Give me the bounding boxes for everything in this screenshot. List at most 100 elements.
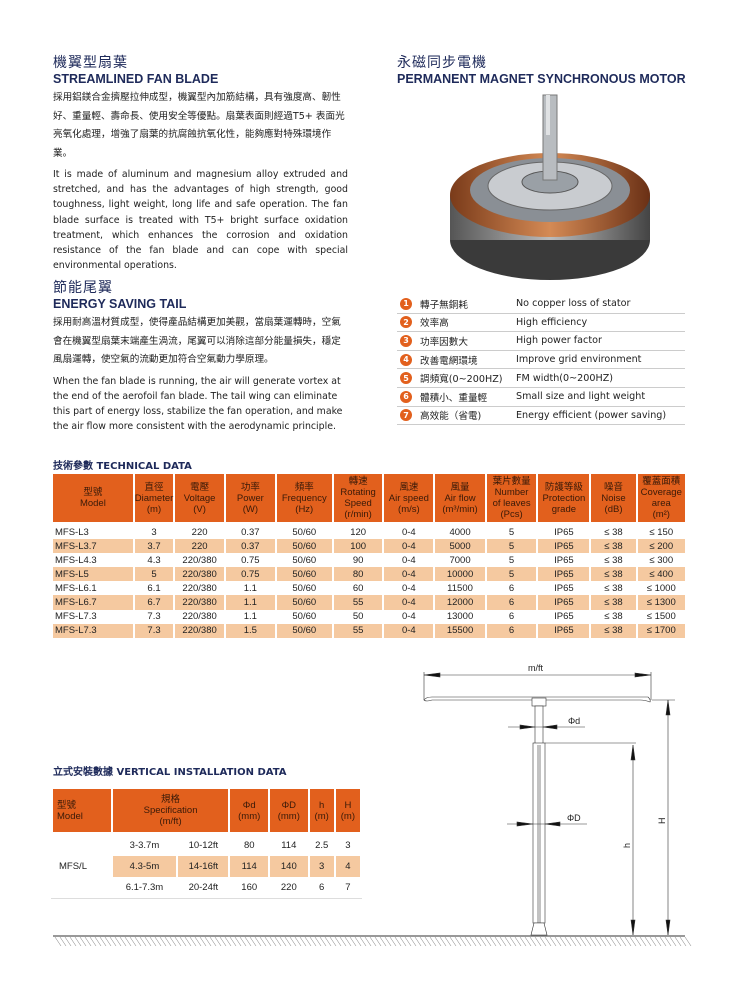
table-cell: 50/60 (276, 623, 332, 638)
tail-section: 節能尾翼 ENERGY SAVING TAIL 採用耐高溫材質成型，使得產品結構… (53, 277, 348, 434)
table-cell: 220 (191, 526, 208, 538)
table-cell: 6.7 (134, 595, 174, 610)
blade-title-en: STREAMLINED FAN BLADE (53, 72, 219, 86)
column-header: 風量 Air flow (m³/min) (435, 474, 485, 525)
column-header: 轉速 Rotating Speed (r/min) (333, 474, 383, 525)
table-row: MFS-L3 3 220 0.37 50/60 120 0-4 4000 5 IP65 ≤ 38 ≤ … (53, 525, 685, 539)
table-cell: 2.5 (315, 840, 329, 851)
tech-title-en: TECHNICAL DATA (96, 461, 192, 472)
table-cell: 50 (352, 611, 364, 623)
table-cell: ≤ 38 (591, 623, 636, 638)
column-header: 型號 Model (53, 789, 111, 835)
column-header: 風速 Air speed (m/s) (384, 474, 434, 525)
column-header: 覆蓋面積 Coverage area (m²) (637, 474, 685, 525)
table-cell: 90 (352, 554, 364, 566)
table-cell: 114 (230, 856, 269, 877)
table-cell: 7.3 (147, 611, 161, 623)
column-header: ΦD (mm) (270, 789, 308, 835)
table-cell: 6 (319, 882, 325, 893)
table-row: MFS-L6.7 6.7 220/380 1.1 50/60 55 0-4 12000 6 IP6… (53, 595, 685, 610)
feature-cn: 效率高 (420, 318, 449, 330)
table-cell: 50/60 (292, 554, 317, 566)
table-cell: MFS-L5 (53, 567, 133, 582)
table-cell: ≤ 1000 (646, 582, 676, 594)
table-cell: 6 (508, 611, 515, 623)
column-header: 直徑 Diameter (m) (134, 474, 174, 525)
feature-item: 1 轉子無銅耗 No copper loss of stator (397, 295, 685, 314)
table-cell: 5 (486, 539, 537, 554)
feature-en: High power factor (516, 335, 602, 347)
table-cell: ≤ 38 (591, 567, 636, 582)
column-header: Φd (mm) (230, 789, 269, 835)
table-cell: ≤ 38 (604, 554, 623, 566)
table-cell: 120 (350, 526, 367, 538)
table-cell: ≤ 300 (649, 554, 674, 566)
table-cell: 160 (241, 882, 258, 893)
feature-item: 5 調頻寬(0~200HZ) FM width(0~200HZ) (397, 369, 685, 388)
table-cell: 80 (333, 567, 383, 582)
feature-en: Energy efficient (power saving) (516, 409, 667, 421)
table-row: MFS-L3.7 3.7 220 0.37 50/60 100 0-4 5000 5 IP65 ≤ … (53, 539, 685, 554)
table-cell: ≤ 38 (604, 582, 623, 594)
feature-number: 6 (400, 390, 412, 403)
blade-section: 機翼型扇葉 STREAMLINED FAN BLADE 採用鋁鎂合金擠壓拉伸成型… (53, 52, 348, 273)
table-cell: ≤ 38 (591, 539, 636, 554)
table-row: 6.1-7.3m 20-24ft 160 220 6 7 (53, 877, 360, 898)
table-cell: 4.3 (147, 554, 161, 566)
column-header: h (m) (309, 789, 334, 835)
feature-number: 5 (400, 372, 412, 385)
install-title-cn: 立式安裝數據 (53, 767, 113, 778)
table-cell: 5 (486, 567, 537, 582)
table-cell: MFS-L6.7 (53, 595, 133, 610)
table-cell: 220/380 (175, 567, 224, 582)
table-cell: IP65 (554, 554, 574, 566)
table-cell: 0.37 (241, 526, 260, 538)
tail-title-en: ENERGY SAVING TAIL (53, 297, 187, 311)
table-cell: MFS-L3.7 (53, 539, 133, 554)
feature-item: 4 改善電網環境 Improve grid environment (397, 351, 685, 370)
feature-cn: 體積小、重量輕 (420, 392, 488, 404)
blade-title-cn: 機翼型扇葉 (53, 55, 128, 71)
table-cell: 0-4 (401, 582, 416, 594)
table-cell: 50/60 (276, 539, 332, 554)
table-cell: 1.1 (243, 611, 257, 623)
feature-item: 6 體積小、重量輕 Small size and light weight (397, 388, 685, 407)
column-header: 噪音 Noise (dB) (591, 474, 636, 525)
table-cell: ≤ 150 (649, 526, 674, 538)
table-header-row: 型號 Model 規格 Specification (m/ft) Φd (mm) ΦD (mm)… (53, 789, 360, 835)
feature-number: 1 (400, 297, 412, 310)
table-cell: ≤ 1700 (637, 623, 685, 638)
table-cell: 220/380 (175, 623, 224, 638)
table-cell: 0-4 (384, 595, 434, 610)
install-title: 立式安裝數據 VERTICAL INSTALLATION DATA (53, 763, 287, 778)
table-cell: 220 (175, 539, 224, 554)
install-title-en: VERTICAL INSTALLATION DATA (116, 767, 287, 778)
table-header-row: 型號 Model 直徑 Diameter (m) 電壓 Voltage (V) 功率 Power(… (53, 474, 685, 525)
model-cell: MFS/L (53, 835, 111, 898)
feature-en: Small size and light weight (516, 391, 646, 403)
table-cell: 50/60 (292, 526, 317, 538)
feature-cn: 調頻寬(0~200HZ) (420, 374, 503, 386)
table-cell: 60 (352, 582, 364, 594)
tech-title-cn: 技術參數 (53, 461, 93, 472)
table-cell: 80 (243, 840, 255, 851)
ground-hatch (54, 936, 692, 947)
h-label: h (622, 843, 632, 848)
table-cell: 55 (333, 595, 383, 610)
table-cell: IP65 (538, 595, 590, 610)
feature-number: 3 (400, 334, 412, 347)
table-cell: 14-16ft (178, 856, 229, 877)
table-cell: 6.1 (147, 582, 161, 594)
feature-number: 7 (400, 409, 412, 422)
column-header: 規格 Specification (m/ft) (112, 789, 229, 835)
blade-text-en: It is made of aluminum and magnesium all… (53, 169, 348, 272)
table-cell: 220/380 (182, 611, 217, 623)
table-cell: 5 (508, 554, 515, 566)
table-cell: 50/60 (292, 582, 317, 594)
table-cell: MFS-L3 (55, 526, 89, 538)
motor-section: 永磁同步電機 PERMANENT MAGNET SYNCHRONOUS MOTO… (397, 52, 686, 86)
table-cell: 1.5 (225, 623, 275, 638)
table-cell: 0-4 (384, 539, 434, 554)
tail-title-cn: 節能尾翼 (53, 280, 113, 296)
technical-data-table: 型號 Model 直徑 Diameter (m) 電壓 Voltage (V) 功率 Power(… (51, 474, 687, 638)
